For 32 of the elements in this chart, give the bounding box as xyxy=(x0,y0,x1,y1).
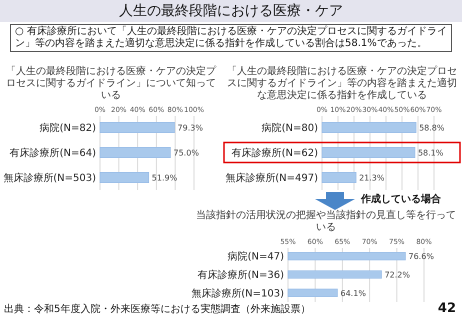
y-tick-label: 無床診療所(N=503) xyxy=(3,172,96,184)
data-label: 58.8% xyxy=(419,124,445,132)
y-tick-label: 有床診療所(N=62) xyxy=(232,147,318,159)
y-tick-label: 病院(N=80) xyxy=(262,122,318,134)
data-label: 21.3% xyxy=(359,174,385,182)
bar xyxy=(322,147,416,158)
y-tick-label: 無床診療所(N=103) xyxy=(191,287,284,300)
text: 作成している場合 xyxy=(361,194,441,206)
y-tick-label: 有床診療所(N=36) xyxy=(198,269,284,281)
data-label: 51.9% xyxy=(152,174,178,182)
y-tick-label: 無床診療所(N=497) xyxy=(225,172,318,184)
data-label: 64.1% xyxy=(340,288,366,298)
bar xyxy=(322,172,356,183)
y-tick-label: 有床診療所(N=64) xyxy=(10,147,96,159)
bar xyxy=(100,122,175,133)
data-label: 58.1% xyxy=(418,148,444,158)
data-label: 79.3% xyxy=(178,124,204,132)
data-label: 76.6% xyxy=(408,252,434,262)
chart-title: 「人生の最終段階における医療・ケアの決定プロセスに関するガイドライン」について知っている xyxy=(5,66,218,102)
chart-title: 当該指針の活用状況の把握や当該指針の見直し等を行っている xyxy=(195,210,457,234)
chart-title: 「人生の最終段階における医療・ケアの決定プロセスに関するガイドライン」等の内容を踏まえた適切な意思決定に係る指針を作成している xyxy=(226,66,458,102)
y-tick-label: 病院(N=47) xyxy=(228,250,284,263)
bar xyxy=(100,172,150,183)
bar xyxy=(322,122,416,133)
data-label: 72.2% xyxy=(384,270,410,280)
y-tick-label: 病院(N=82) xyxy=(40,122,96,134)
text: 人生の最終段階における医療・ケア xyxy=(0,0,462,22)
text: 42 xyxy=(438,301,456,316)
bar xyxy=(100,147,171,158)
data-label: 75.0% xyxy=(174,148,200,158)
source-note: 出典：令和5年度入院・外来医療等における実態調査（外来施設票） xyxy=(4,304,310,316)
text: ○ 有床診療所において「人生の最終段階における医療・ケアの決定プロセスに関するガイドライン」等の内容を踏まえた適切な意思決定に係る指針を作成している割合は58.1%であった。 xyxy=(10,24,452,52)
